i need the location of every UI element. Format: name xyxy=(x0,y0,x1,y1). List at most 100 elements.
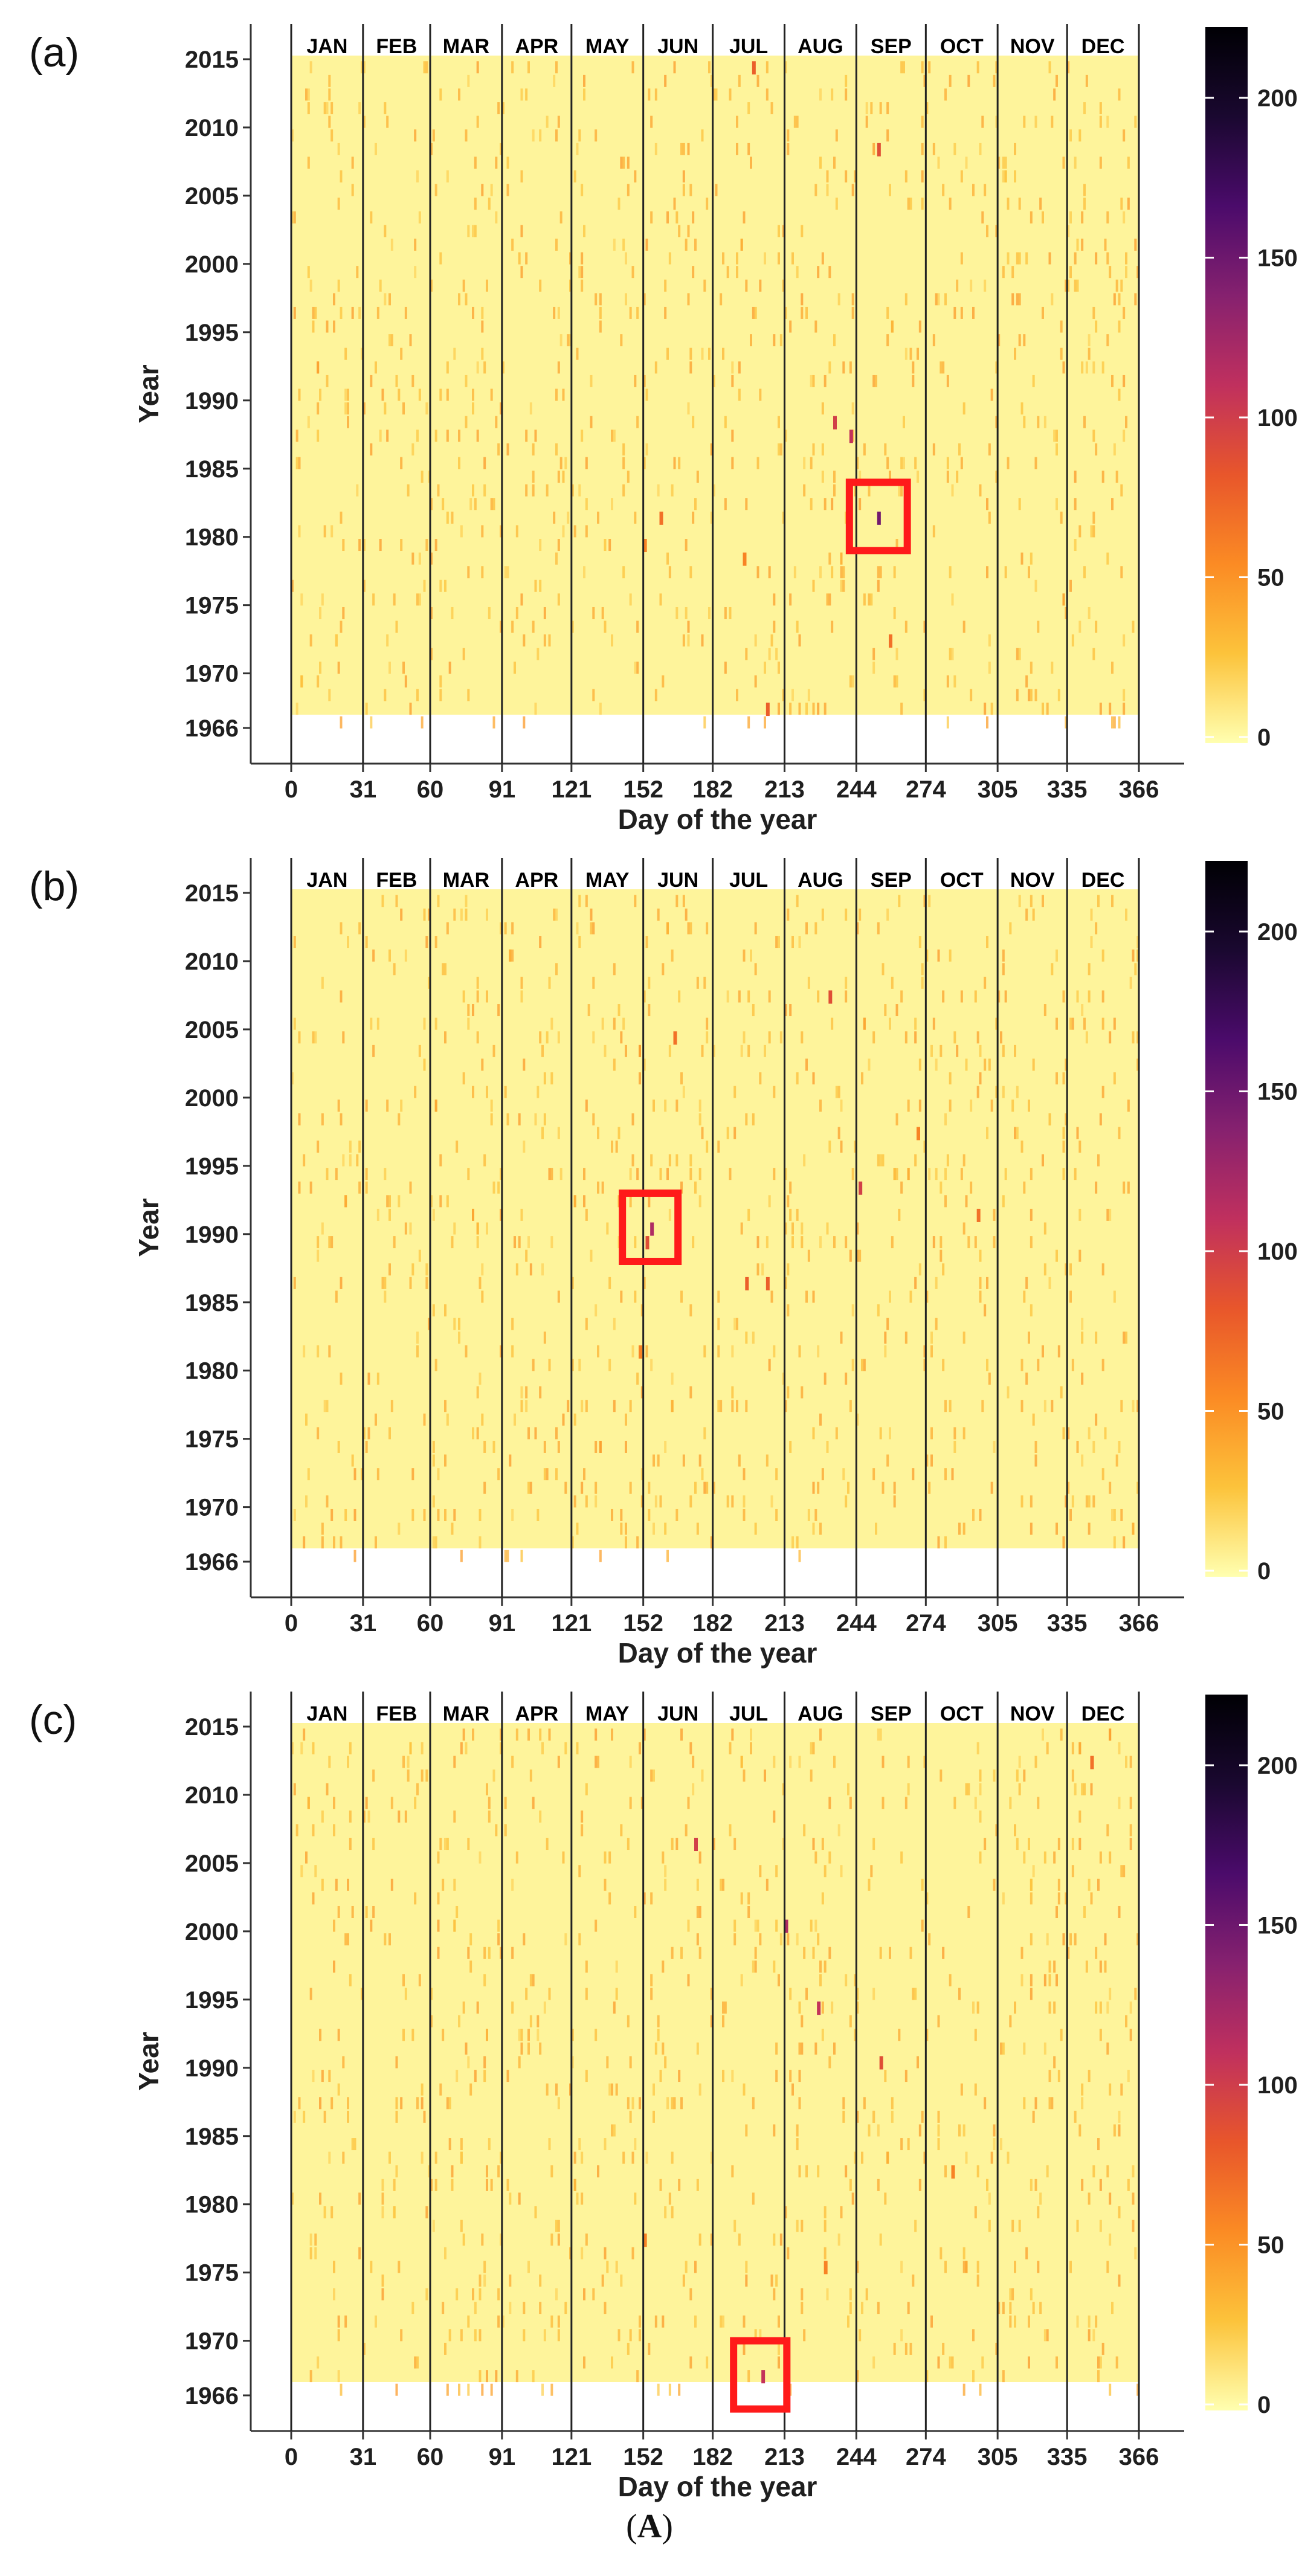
heatmap-speck xyxy=(884,443,887,456)
heatmap-speck xyxy=(967,1236,970,1249)
heatmap-speck xyxy=(1014,1045,1016,1057)
heatmap-speck xyxy=(525,252,528,265)
heatmap-speck xyxy=(557,115,560,128)
heatmap-speck xyxy=(972,2370,975,2383)
heatmap-speck xyxy=(1101,2342,1104,2355)
heatmap-speck xyxy=(701,1468,704,1481)
heatmap-speck xyxy=(527,2029,530,2041)
heatmap-speck xyxy=(305,1851,308,1864)
heatmap-speck xyxy=(444,2247,446,2259)
y-tick-label: 1970 xyxy=(185,2328,239,2355)
heatmap-speck xyxy=(840,2206,843,2219)
heatmap-speck xyxy=(648,1509,651,1521)
heatmap-speck xyxy=(388,662,391,674)
heatmap-speck xyxy=(953,306,956,319)
heatmap-speck xyxy=(657,484,660,497)
heatmap-speck xyxy=(889,471,891,483)
heatmap-speck xyxy=(946,675,949,687)
heatmap-speck xyxy=(865,102,868,115)
heatmap-speck xyxy=(472,1086,474,1098)
heatmap-speck xyxy=(882,963,885,976)
heatmap-speck xyxy=(1099,102,1102,115)
heatmap-speck xyxy=(803,1824,806,1837)
heatmap-speck xyxy=(599,306,602,319)
heatmap-speck xyxy=(798,1345,801,1357)
heatmap-speck xyxy=(798,2001,801,2014)
heatmap-speck xyxy=(437,1892,440,1905)
heatmap-speck xyxy=(984,1304,987,1317)
heatmap-speck xyxy=(500,1742,502,1754)
month-label-oct: OCT xyxy=(940,35,984,58)
heatmap-speck xyxy=(400,347,403,360)
heatmap-speck xyxy=(1025,2247,1028,2259)
heatmap-speck xyxy=(1085,1495,1088,1508)
heatmap-speck xyxy=(448,2097,451,2110)
heatmap-speck xyxy=(819,1960,822,1973)
heatmap-speck xyxy=(372,593,375,606)
heatmap-speck xyxy=(581,184,584,196)
heatmap-speck xyxy=(833,471,836,483)
heatmap-speck xyxy=(801,2015,804,2027)
heatmap-speck xyxy=(483,1974,486,1986)
heatmap-speck xyxy=(1106,2261,1109,2273)
heatmap-speck xyxy=(654,2042,657,2055)
heatmap-speck xyxy=(1043,2329,1046,2342)
heatmap-speck xyxy=(546,1468,549,1481)
heatmap-speck xyxy=(599,1440,602,1453)
heatmap-speck xyxy=(868,2124,871,2137)
heatmap-speck xyxy=(712,1481,715,1494)
heatmap-speck xyxy=(479,2288,482,2301)
heatmap-speck xyxy=(333,1960,335,1973)
heatmap-speck xyxy=(724,498,727,510)
heatmap-speck xyxy=(1125,266,1127,279)
heatmap-speck xyxy=(812,375,815,387)
heatmap-speck xyxy=(627,471,630,483)
heatmap-speck xyxy=(824,1960,827,1973)
heatmap-speck xyxy=(944,1195,947,1208)
heatmap-speck xyxy=(979,1249,982,1262)
heatmap-speck xyxy=(703,279,706,292)
heatmap-speck xyxy=(817,1933,820,1946)
heatmap-speck xyxy=(520,990,523,1003)
heatmap-cell-3 xyxy=(833,416,837,430)
heatmap-speck xyxy=(465,895,468,907)
heatmap-speck xyxy=(759,1933,762,1946)
heatmap-speck xyxy=(909,198,912,210)
heatmap-speck xyxy=(840,1865,843,1878)
heatmap-speck xyxy=(398,1113,401,1125)
heatmap-speck xyxy=(1123,1536,1126,1549)
heatmap-speck xyxy=(330,2097,334,2110)
heatmap-speck xyxy=(347,2110,349,2123)
heatmap-speck xyxy=(1097,1154,1100,1167)
heatmap-speck xyxy=(768,1359,771,1371)
heatmap-speck xyxy=(951,1468,954,1481)
heatmap-speck xyxy=(525,88,528,101)
heatmap-speck xyxy=(527,2261,530,2273)
heatmap-speck xyxy=(462,990,465,1003)
heatmap-speck xyxy=(520,1386,523,1399)
heatmap-speck xyxy=(698,1946,701,1959)
heatmap-speck xyxy=(384,102,387,115)
heatmap-speck xyxy=(358,102,361,115)
heatmap-speck xyxy=(789,320,792,333)
heatmap-speck xyxy=(571,1277,574,1289)
x-tick-label: 60 xyxy=(417,2444,444,2470)
heatmap-speck xyxy=(764,716,766,729)
heatmap-speck xyxy=(972,1509,975,1521)
heatmap-speck xyxy=(796,620,799,633)
heatmap-speck xyxy=(849,1400,852,1412)
heatmap-speck xyxy=(664,1878,667,1891)
heatmap-speck xyxy=(918,2124,921,2137)
heatmap-speck xyxy=(381,2274,384,2287)
heatmap-speck xyxy=(712,375,715,387)
heatmap-speck xyxy=(754,1522,757,1535)
heatmap-speck xyxy=(1118,716,1121,729)
heatmap-speck xyxy=(831,2001,834,2014)
heatmap-speck xyxy=(351,1905,354,1918)
heatmap-speck xyxy=(1101,1468,1104,1481)
heatmap-speck xyxy=(604,2247,607,2259)
heatmap-speck xyxy=(1081,238,1084,251)
colorbar-tick-label: 200 xyxy=(1257,85,1298,112)
heatmap-speck xyxy=(653,1100,655,1112)
heatmap-speck xyxy=(685,539,688,552)
